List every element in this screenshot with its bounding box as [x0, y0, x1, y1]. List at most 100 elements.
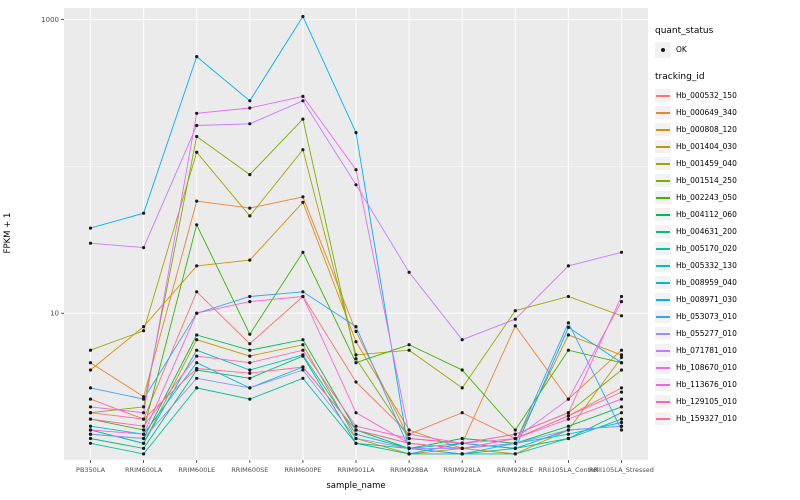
- line-key: [655, 327, 671, 340]
- data-point-Hb_053073_010: [88, 386, 93, 390]
- data-point-Hb_129105_010: [142, 424, 146, 428]
- data-point-Hb_001459_040: [513, 309, 517, 313]
- data-point-Hb_001404_030: [619, 355, 624, 359]
- data-point-Hb_008971_030: [142, 211, 146, 215]
- series-color-line-icon: [656, 281, 670, 284]
- series-color-line-icon: [656, 128, 670, 131]
- legend-item-Hb_000808_120: Hb_000808_120: [655, 121, 797, 138]
- legend-item-Hb_004112_060: Hb_004112_060: [655, 206, 797, 223]
- data-point-Hb_005170_020: [566, 436, 571, 441]
- legend-item-Hb_008959_040: Hb_008959_040: [655, 274, 797, 291]
- data-point-Hb_000808_120: [354, 340, 358, 344]
- x-tick-label: RRII105LA_Control: [538, 466, 598, 474]
- data-point-Hb_108670_010: [248, 106, 252, 110]
- legend-item-Hb_004631_200: Hb_004631_200: [655, 223, 797, 240]
- data-point-Hb_113676_010: [566, 417, 571, 421]
- data-point-Hb_000808_120: [88, 368, 93, 372]
- data-point-Hb_005170_020: [301, 376, 305, 380]
- series-color-line-icon: [656, 247, 670, 250]
- legend-item-Hb_005332_130: Hb_005332_130: [655, 257, 797, 274]
- y-axis-title: FPKM + 1: [3, 212, 13, 254]
- data-point-Hb_002243_050: [301, 250, 305, 254]
- data-point-Hb_159327_010: [619, 390, 624, 394]
- series-color-line-icon: [656, 145, 670, 148]
- data-point-Hb_000532_150: [88, 397, 93, 401]
- data-point-Hb_000808_120: [301, 200, 305, 204]
- data-point-Hb_000808_120: [248, 258, 252, 262]
- data-point-Hb_071781_010: [142, 246, 146, 250]
- legend-item-label: Hb_005332_130: [676, 261, 737, 270]
- data-point-Hb_159327_010: [195, 366, 199, 371]
- data-point-Hb_001459_040: [354, 353, 358, 357]
- data-point-Hb_008971_030: [301, 14, 305, 19]
- data-point-Hb_001404_030: [248, 354, 252, 358]
- data-point-Hb_113676_010: [248, 300, 252, 304]
- line-key: [655, 276, 671, 289]
- data-point-Hb_002243_050: [354, 361, 358, 365]
- data-point-Hb_129105_010: [354, 424, 358, 428]
- data-point-Hb_053073_010: [566, 321, 571, 325]
- x-tick-label: RRIM600SE: [231, 466, 268, 474]
- data-point-Hb_001514_250: [619, 368, 624, 372]
- data-point-Hb_000649_340: [142, 395, 146, 399]
- data-point-Hb_002243_050: [248, 332, 252, 336]
- data-point-Hb_001459_040: [88, 348, 93, 352]
- legend-item-ok: OK: [655, 41, 797, 58]
- data-point-Hb_129105_010: [301, 348, 305, 352]
- legend-tracking-id-title: tracking_id: [655, 72, 705, 82]
- data-point-Hb_113676_010: [301, 294, 305, 299]
- line-key: [655, 106, 671, 119]
- legend-item-label: Hb_008971_030: [676, 295, 737, 304]
- series-color-line-icon: [656, 196, 670, 199]
- data-point-Hb_005332_130: [142, 441, 146, 445]
- legend-item-label: Hb_002243_050: [676, 193, 737, 202]
- legend-item-label: Hb_005170_020: [676, 244, 737, 253]
- data-point-Hb_113676_010: [195, 311, 199, 315]
- data-point-Hb_002243_050: [566, 348, 571, 352]
- legend-item-label: Hb_108670_010: [676, 363, 737, 372]
- legend-item-Hb_001514_250: Hb_001514_250: [655, 172, 797, 189]
- data-point-Hb_008971_030: [407, 452, 411, 456]
- legend-item-label: Hb_113676_010: [676, 380, 737, 389]
- data-point-Hb_071781_010: [195, 123, 199, 128]
- legend-item-Hb_005170_020: Hb_005170_020: [655, 240, 797, 257]
- series-color-line-icon: [656, 417, 670, 420]
- legend-item-Hb_001404_030: Hb_001404_030: [655, 138, 797, 155]
- line-key: [655, 310, 671, 323]
- data-point-Hb_001459_040: [566, 294, 571, 299]
- data-point-Hb_002243_050: [513, 428, 517, 432]
- data-point-Hb_004112_060: [566, 424, 571, 428]
- data-point-Hb_108670_010: [354, 168, 358, 172]
- data-point-Hb_159327_010: [566, 414, 571, 418]
- data-point-Hb_055277_010: [354, 436, 358, 441]
- data-point-Hb_055277_010: [248, 386, 252, 390]
- legend-item-label: Hb_001459_040: [676, 159, 737, 168]
- x-tick-label: RRIM600LA: [125, 466, 163, 474]
- data-point-Hb_004112_060: [195, 333, 199, 337]
- data-point-Hb_129105_010: [407, 436, 411, 441]
- series-color-line-icon: [656, 349, 670, 352]
- x-tick-label: PB350LA: [76, 466, 106, 474]
- x-tick-label: RRIM600PE: [284, 466, 321, 474]
- data-point-Hb_108670_010: [619, 300, 624, 304]
- data-point-Hb_004112_060: [460, 436, 464, 441]
- line-key: [655, 378, 671, 391]
- data-point-Hb_129105_010: [88, 417, 93, 421]
- data-point-Hb_005170_020: [248, 397, 252, 401]
- line-key: [655, 157, 671, 170]
- line-key: [655, 293, 671, 306]
- data-point-Hb_071781_010: [513, 317, 517, 321]
- data-point-Hb_000532_150: [195, 290, 199, 294]
- data-point-Hb_053073_010: [460, 452, 464, 456]
- data-point-Hb_159327_010: [248, 371, 252, 375]
- data-point-Hb_159327_010: [407, 441, 411, 445]
- data-point-Hb_008971_030: [195, 55, 199, 59]
- data-point-Hb_159327_010: [354, 428, 358, 432]
- data-point-Hb_159327_010: [460, 446, 464, 450]
- legend-item-label: Hb_004112_060: [676, 210, 737, 219]
- data-point-Hb_108670_010: [142, 411, 146, 415]
- data-point-Hb_002243_050: [195, 223, 199, 227]
- data-point-Hb_000532_150: [619, 386, 624, 390]
- data-point-Hb_071781_010: [248, 122, 252, 126]
- data-point-Hb_055277_010: [513, 441, 517, 445]
